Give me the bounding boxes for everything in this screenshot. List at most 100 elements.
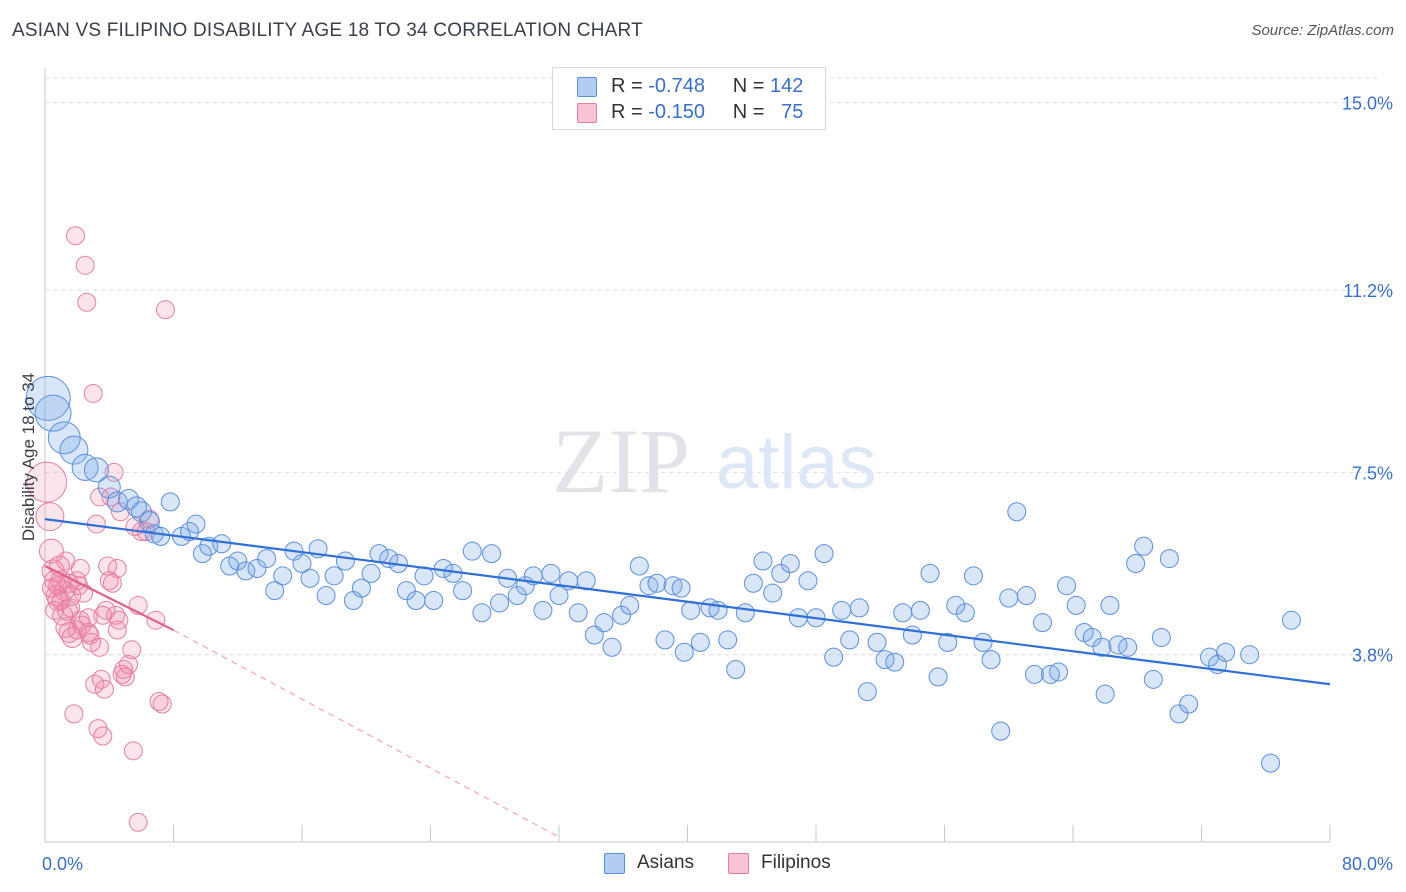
legend-n-value-asians: 142 <box>770 75 804 97</box>
asian-point-113 <box>1032 613 1052 633</box>
asian-point-68 <box>639 576 659 596</box>
filipino-point-40 <box>102 573 122 593</box>
asian-point-114 <box>1041 664 1061 684</box>
filipino-point-69 <box>61 598 81 618</box>
asian-point-24 <box>247 558 267 578</box>
filipino-point-61 <box>128 812 148 832</box>
asian-point-66 <box>620 595 640 615</box>
asian-point-134 <box>1240 645 1260 665</box>
asian-point-69 <box>647 573 667 593</box>
filipino-point-49 <box>119 655 139 675</box>
filipino-point-16 <box>64 704 84 724</box>
trend-lines <box>44 518 1331 838</box>
asian-point-78 <box>726 659 746 679</box>
asian-trend-line <box>44 518 1331 686</box>
asian-point-121 <box>1100 595 1120 615</box>
asian-point-93 <box>857 682 877 702</box>
chart-title: ASIAN VS FILIPINO DISABILITY AGE 18 TO 3… <box>12 20 643 41</box>
asian-point-60 <box>568 603 588 623</box>
watermark-zip: ZIP <box>552 410 690 512</box>
asian-point-18 <box>192 544 212 564</box>
asian-point-107 <box>981 650 1001 670</box>
legend-n-value-filipinos: 75 <box>781 101 804 123</box>
filipino-point-17 <box>66 226 86 246</box>
asian-point-98 <box>902 625 922 645</box>
filipino-trend-line <box>44 564 174 632</box>
filipino-point-0 <box>26 461 68 503</box>
y-tick-label-1: 7.5% <box>1352 463 1393 483</box>
filipino-point-73 <box>56 551 76 571</box>
asian-point-79 <box>735 603 755 623</box>
asian-point-3 <box>59 435 89 465</box>
filipino-point-34 <box>93 726 113 746</box>
source-credit: Source: ZipAtlas.com <box>1251 22 1394 39</box>
asian-point-56 <box>533 600 553 620</box>
asian-point-50 <box>482 544 502 564</box>
filipino-point-50 <box>122 640 142 660</box>
asian-point-125 <box>1134 536 1154 556</box>
asian-point-102 <box>938 632 958 652</box>
asian-point-84 <box>780 554 800 574</box>
asian-point-117 <box>1066 595 1086 615</box>
asian-point-138 <box>674 642 694 662</box>
filipino-point-62 <box>67 620 87 640</box>
asian-point-49 <box>472 603 492 623</box>
asian-point-30 <box>300 568 320 588</box>
asian-point-83 <box>771 563 791 583</box>
asian-point-119 <box>1082 627 1102 647</box>
asian-point-133 <box>1216 642 1236 662</box>
asian-point-115 <box>1049 662 1069 682</box>
asian-point-14 <box>160 492 180 512</box>
asian-point-91 <box>840 630 860 650</box>
y-tick-label-2: 11.2% <box>1343 281 1393 301</box>
asian-point-53 <box>507 586 527 606</box>
filipino-point-71 <box>93 605 113 625</box>
legend-n-label: N = <box>732 75 765 97</box>
filipino-point-35 <box>94 679 114 699</box>
asian-point-135 <box>1261 753 1281 773</box>
filipino-point-48 <box>115 667 135 687</box>
asian-point-103 <box>946 595 966 615</box>
asian-point-4 <box>71 453 99 481</box>
x-tick-label-min: 0.0% <box>42 854 83 874</box>
asian-point-116 <box>1057 576 1077 596</box>
asian-point-26 <box>265 581 285 601</box>
asian-point-96 <box>885 652 905 672</box>
asian-point-37 <box>361 563 381 583</box>
asian-series <box>25 375 1301 773</box>
asian-point-32 <box>316 586 336 606</box>
asian-point-126 <box>1143 669 1163 689</box>
asian-point-64 <box>602 637 622 657</box>
filipino-point-43 <box>107 620 127 640</box>
asian-point-0 <box>25 375 71 421</box>
filipino-point-1 <box>35 502 65 532</box>
asian-point-44 <box>424 590 444 610</box>
asian-point-88 <box>814 544 834 564</box>
asian-point-65 <box>612 605 632 625</box>
asian-point-137 <box>1095 684 1115 704</box>
asian-point-67 <box>629 556 649 576</box>
asian-point-130 <box>1179 694 1199 714</box>
asian-point-94 <box>867 632 887 652</box>
filipino-point-65 <box>78 608 98 628</box>
asian-point-25 <box>257 549 277 569</box>
asian-point-8 <box>118 488 140 510</box>
filipino-point-41 <box>104 462 124 482</box>
filipino-point-58 <box>152 694 172 714</box>
asian-point-120 <box>1092 637 1112 657</box>
asian-point-100 <box>920 563 940 583</box>
asian-point-27 <box>273 566 293 586</box>
asian-point-89 <box>824 647 844 667</box>
asian-point-81 <box>753 551 773 571</box>
legend-r-label: R = <box>611 101 643 123</box>
asian-point-112 <box>1024 664 1044 684</box>
bottom-legend-label-filipinos: Filipinos <box>761 852 831 873</box>
filipino-point-44 <box>109 610 129 630</box>
asian-point-72 <box>671 578 691 598</box>
asian-point-13 <box>151 526 171 546</box>
asian-point-74 <box>690 632 710 652</box>
filipino-point-24 <box>77 292 97 312</box>
asian-point-111 <box>1016 586 1036 606</box>
asian-point-47 <box>453 581 473 601</box>
